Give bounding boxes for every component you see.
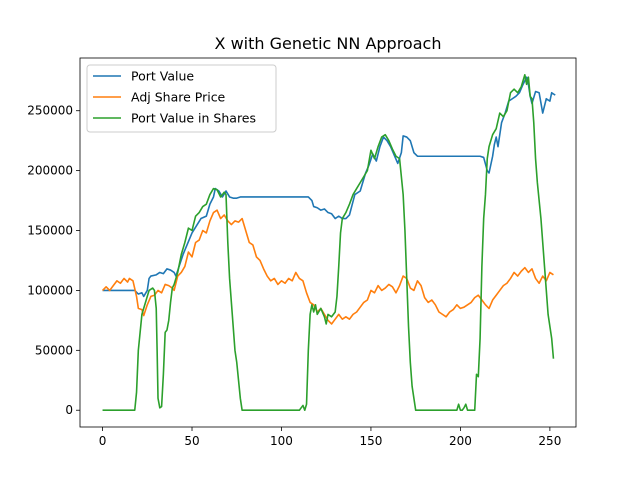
- chart-title: X with Genetic NN Approach: [215, 34, 442, 53]
- legend-label: Port Value: [131, 69, 194, 84]
- plot-frame: [79, 57, 577, 428]
- legend-label: Port Value in Shares: [131, 111, 256, 126]
- y-tick-label: 50000: [35, 343, 73, 357]
- y-tick-label: 100000: [27, 283, 73, 297]
- x-tick-label: 50: [184, 434, 199, 448]
- legend: Port Value Adj Share Price Port Value in S…: [86, 64, 277, 133]
- y-tick-label: 0: [65, 403, 73, 417]
- y-tick-label: 250000: [27, 104, 73, 118]
- x-tick-label: 150: [359, 434, 382, 448]
- legend-label: Adj Share Price: [131, 90, 226, 105]
- legend-box: [86, 64, 277, 133]
- y-tick-label: 200000: [27, 164, 73, 178]
- x-tick-label: 200: [449, 434, 472, 448]
- x-tick-label: 0: [99, 434, 107, 448]
- x-tick-label: 100: [270, 434, 293, 448]
- x-axis: 0 50 100 150 200 250: [99, 427, 561, 448]
- y-axis: 0 50000 100000 150000 200000 250000: [27, 104, 80, 417]
- x-tick-label: 250: [538, 434, 561, 448]
- y-tick-label: 150000: [27, 224, 73, 238]
- series-line-3: [102, 73, 555, 412]
- plot-lines: [101, 73, 556, 412]
